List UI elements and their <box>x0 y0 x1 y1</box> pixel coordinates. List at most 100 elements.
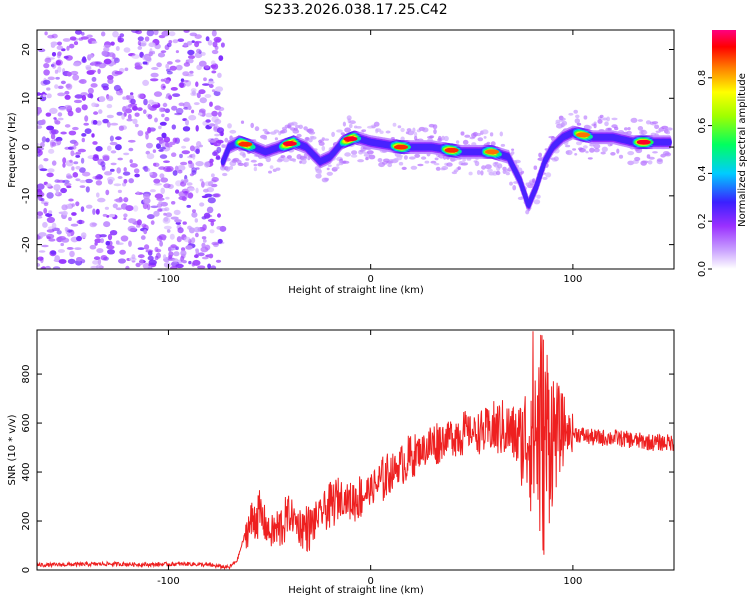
noise-blob <box>88 54 94 59</box>
noise-blob <box>191 109 195 114</box>
ridge-halo <box>350 154 358 158</box>
noise-blob <box>150 72 159 78</box>
noise-blob <box>181 150 190 155</box>
noise-blob <box>194 254 199 259</box>
noise-blob <box>188 227 195 234</box>
ridge-halo <box>476 170 481 175</box>
noise-blob <box>66 71 72 77</box>
ridge-halo <box>474 160 480 167</box>
y-tick-label: 800 <box>21 365 32 384</box>
ridge-halo <box>568 112 574 116</box>
ridge-halo <box>575 114 580 119</box>
ridge-halo <box>324 138 329 141</box>
noise-blob <box>123 213 128 218</box>
noise-blob <box>60 131 67 135</box>
noise-blob <box>45 213 53 217</box>
noise-blob <box>160 177 169 183</box>
ridge-halo <box>321 137 325 140</box>
noise-blob <box>165 79 170 84</box>
ridge-halo <box>332 166 340 170</box>
ridge-halo <box>462 139 469 145</box>
noise-blob <box>129 227 136 233</box>
noise-blob <box>81 104 88 111</box>
noise-blob <box>80 232 87 239</box>
noise-blob <box>44 57 52 63</box>
noise-blob <box>156 143 161 150</box>
noise-blob <box>67 247 73 250</box>
noise-blob <box>121 113 125 120</box>
noise-blob <box>187 192 194 199</box>
ridge-halo <box>410 165 418 170</box>
noise-blob <box>55 59 63 66</box>
noise-blob <box>197 252 205 257</box>
noise-blob <box>115 136 122 141</box>
noise-blob <box>95 180 103 186</box>
noise-blob <box>48 148 55 154</box>
noise-blob <box>68 130 77 136</box>
noise-blob <box>107 75 114 80</box>
noise-blob <box>171 105 178 111</box>
noise-blob <box>94 175 99 180</box>
noise-blob <box>197 112 203 116</box>
ridge-halo <box>485 164 492 170</box>
noise-blob <box>82 171 91 177</box>
noise-blob <box>51 160 57 166</box>
noise-blob <box>92 141 98 145</box>
noise-blob <box>163 225 172 230</box>
noise-blob <box>54 255 60 262</box>
noise-blob <box>45 137 50 143</box>
noise-blob <box>188 114 197 121</box>
noise-blob <box>46 192 54 199</box>
noise-blob <box>189 70 194 74</box>
ridge-halo <box>321 145 326 151</box>
y-tick-label: 20 <box>21 43 32 56</box>
ridge-halo <box>298 124 304 129</box>
noise-blob <box>174 219 182 223</box>
noise-blob <box>130 98 136 105</box>
noise-blob <box>165 63 170 69</box>
noise-blob <box>75 166 81 170</box>
noise-blob <box>172 137 178 143</box>
noise-blob <box>210 220 215 227</box>
noise-blob <box>157 208 163 212</box>
noise-blob <box>55 188 59 196</box>
ridge-halo <box>290 121 298 126</box>
ridge-halo <box>538 152 542 158</box>
ridge-peak <box>343 136 358 142</box>
noise-blob <box>211 89 216 93</box>
noise-blob <box>57 236 66 241</box>
noise-blob <box>90 265 99 269</box>
ridge-halo <box>500 143 506 147</box>
noise-blob <box>201 181 205 188</box>
ridge-halo <box>326 171 333 176</box>
ridge-halo <box>616 148 620 154</box>
noise-blob <box>123 179 128 184</box>
ridge-halo <box>533 165 538 170</box>
ridge-cell <box>356 136 362 141</box>
noise-blob <box>39 168 48 172</box>
noise-blob <box>154 255 159 261</box>
ridge-halo <box>437 138 443 142</box>
noise-blob <box>100 255 108 261</box>
ridge-halo <box>366 150 374 155</box>
ridge-halo <box>227 123 232 129</box>
noise-blob <box>201 195 209 199</box>
noise-blob <box>149 171 153 176</box>
ridge-halo <box>363 153 371 157</box>
noise-blob <box>124 67 129 72</box>
noise-blob <box>89 69 97 73</box>
noise-blob <box>114 57 120 64</box>
noise-blob <box>140 235 146 240</box>
noise-blob <box>162 102 168 108</box>
noise-blob <box>205 36 210 42</box>
ridge-halo <box>559 117 566 121</box>
noise-blob <box>102 85 109 91</box>
noise-blob <box>207 197 216 204</box>
noise-blob <box>71 212 77 216</box>
noise-blob <box>182 221 187 225</box>
noise-blob <box>125 265 130 269</box>
noise-blob <box>147 127 152 134</box>
ridge-halo <box>397 125 402 129</box>
ridge-halo <box>263 136 268 140</box>
noise-blob <box>209 101 213 107</box>
